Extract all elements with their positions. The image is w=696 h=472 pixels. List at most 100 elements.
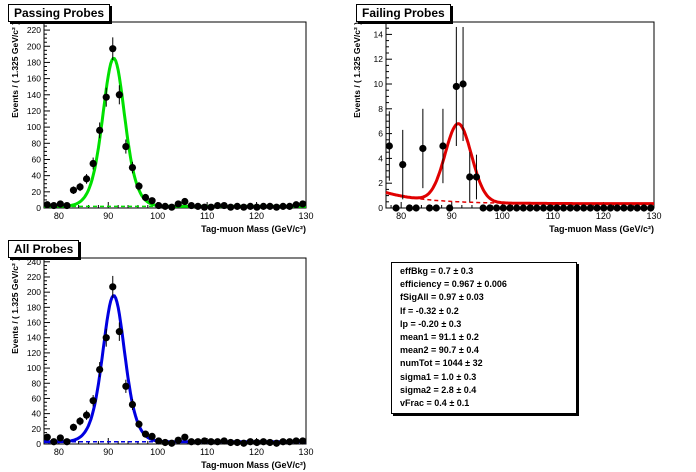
data-point bbox=[279, 438, 287, 446]
x-tick-label: 120 bbox=[249, 211, 264, 221]
fit-param-row: lf = -0.32 ± 0.2 bbox=[400, 305, 459, 316]
data-point bbox=[213, 438, 222, 446]
y-tick-label: 180 bbox=[27, 57, 41, 67]
fit-param-row: sigma2 = 2.8 ± 0.4 bbox=[400, 384, 477, 395]
x-axis-label: Tag-muon Mass (GeV/c²) bbox=[549, 224, 654, 234]
data-point bbox=[50, 438, 58, 446]
data-point bbox=[220, 201, 228, 210]
data-point bbox=[63, 438, 71, 446]
data-point bbox=[246, 438, 254, 446]
data-point bbox=[227, 438, 235, 447]
y-tick-label: 8 bbox=[378, 104, 383, 114]
data-point bbox=[620, 204, 628, 212]
data-point bbox=[43, 433, 51, 441]
data-point bbox=[181, 433, 189, 441]
data-point bbox=[148, 197, 156, 205]
y-tick-label: 80 bbox=[32, 378, 42, 388]
data-point bbox=[128, 400, 137, 409]
data-point bbox=[253, 438, 261, 447]
data-point bbox=[299, 437, 307, 445]
data-point bbox=[135, 182, 143, 190]
data-point bbox=[593, 204, 601, 212]
y-tick-label: 220 bbox=[27, 25, 41, 35]
data-point bbox=[102, 334, 110, 342]
y-tick-label: 0 bbox=[378, 203, 383, 213]
y-tick-label: 120 bbox=[27, 106, 41, 116]
x-tick-label: 90 bbox=[103, 211, 113, 221]
data-point bbox=[56, 200, 64, 208]
data-point bbox=[606, 204, 615, 212]
y-tick-label: 140 bbox=[27, 90, 41, 100]
data-point bbox=[600, 204, 608, 212]
data-point bbox=[580, 204, 588, 212]
x-tick-label: 90 bbox=[447, 211, 457, 221]
data-point bbox=[174, 436, 182, 444]
data-point bbox=[425, 204, 434, 212]
data-point bbox=[109, 45, 117, 53]
x-tick-label: 80 bbox=[54, 447, 64, 457]
data-point bbox=[220, 437, 228, 445]
y-tick-label: 2 bbox=[378, 178, 383, 188]
data-point bbox=[227, 203, 235, 211]
data-point bbox=[272, 439, 281, 447]
data-point bbox=[613, 204, 621, 212]
data-point bbox=[259, 438, 268, 446]
data-point bbox=[200, 203, 209, 211]
data-point bbox=[253, 203, 261, 211]
data-point bbox=[122, 382, 130, 390]
fit-param-row: lp = -0.20 ± 0.3 bbox=[400, 318, 462, 329]
y-tick-label: 120 bbox=[27, 348, 41, 358]
background-curve bbox=[385, 191, 654, 205]
data-point bbox=[168, 203, 176, 211]
y-tick-label: 140 bbox=[27, 333, 41, 343]
data-point bbox=[626, 204, 635, 212]
data-point bbox=[240, 439, 248, 447]
y-tick-label: 14 bbox=[374, 29, 384, 39]
fit-param-row: fSigAll = 0.97 ± 0.03 bbox=[400, 292, 484, 303]
data-point bbox=[43, 201, 51, 209]
data-point bbox=[432, 204, 440, 212]
data-point bbox=[187, 438, 195, 446]
data-point bbox=[533, 204, 541, 212]
y-tick-label: 200 bbox=[27, 41, 41, 51]
data-point bbox=[472, 173, 481, 181]
x-tick-label: 110 bbox=[546, 211, 560, 221]
data-point bbox=[207, 438, 215, 446]
data-point bbox=[240, 203, 248, 211]
data-point bbox=[299, 200, 307, 208]
y-tick-label: 60 bbox=[32, 154, 42, 164]
data-point bbox=[546, 204, 554, 212]
x-tick-label: 130 bbox=[298, 211, 313, 221]
x-axis-label: Tag-muon Mass (GeV/c²) bbox=[201, 460, 306, 470]
fit-param-row: mean2 = 90.7 ± 0.4 bbox=[400, 345, 479, 356]
x-tick-label: 100 bbox=[150, 211, 165, 221]
y-axis-label: Events / ( 1.325 GeV/c² ) bbox=[352, 22, 362, 118]
data-point bbox=[633, 204, 641, 212]
data-point bbox=[499, 204, 507, 212]
y-tick-label: 80 bbox=[32, 138, 42, 148]
y-tick-label: 12 bbox=[374, 54, 384, 64]
x-tick-label: 100 bbox=[495, 211, 510, 221]
data-point bbox=[586, 204, 594, 212]
y-tick-label: 60 bbox=[32, 393, 42, 403]
data-point bbox=[439, 142, 447, 150]
fit-param-row: efficiency = 0.967 ± 0.006 bbox=[400, 279, 507, 290]
chart-title-all: All Probes bbox=[8, 240, 80, 258]
data-point bbox=[492, 204, 501, 212]
data-point bbox=[419, 144, 427, 153]
data-point bbox=[292, 201, 300, 209]
data-point bbox=[82, 411, 91, 419]
y-tick-label: 6 bbox=[378, 129, 383, 139]
y-axis-label: Events / ( 1.325 GeV/c² ) bbox=[10, 22, 20, 118]
data-point bbox=[50, 201, 58, 210]
data-point bbox=[161, 202, 169, 210]
data-point bbox=[122, 142, 130, 151]
data-point bbox=[76, 417, 84, 425]
data-point bbox=[452, 82, 460, 91]
data-point bbox=[519, 204, 527, 212]
data-point bbox=[647, 204, 655, 212]
x-tick-label: 130 bbox=[298, 447, 313, 457]
data-point bbox=[89, 159, 97, 168]
x-tick-label: 90 bbox=[103, 447, 113, 457]
data-point bbox=[115, 91, 123, 99]
